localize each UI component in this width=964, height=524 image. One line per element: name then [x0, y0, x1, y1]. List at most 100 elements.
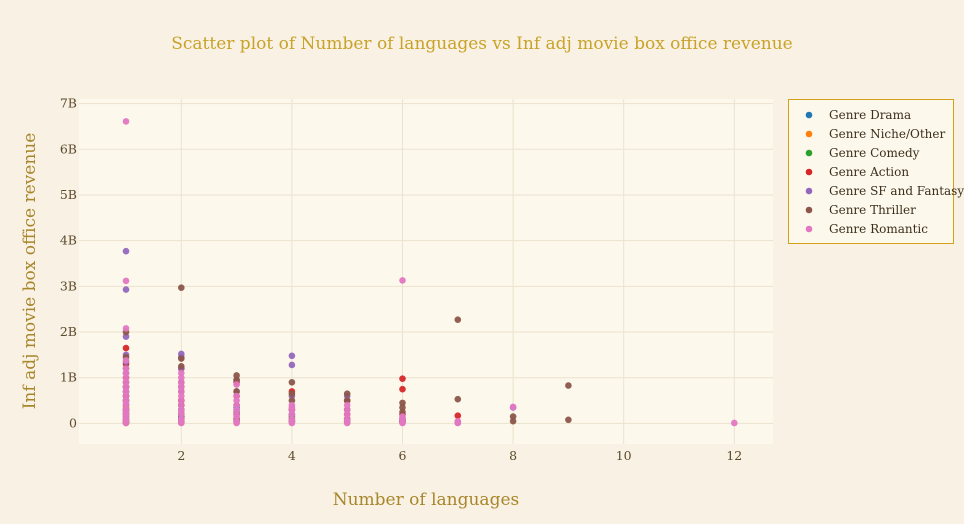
legend-item[interactable]: Genre Thriller	[805, 203, 916, 217]
data-point[interactable]	[122, 392, 130, 400]
y-axis-title: Inf adj movie box office revenue	[20, 133, 40, 410]
data-point[interactable]	[122, 383, 130, 391]
data-point[interactable]	[233, 401, 240, 409]
data-point[interactable]	[178, 397, 185, 404]
legend-item[interactable]: Genre Action	[805, 165, 910, 179]
data-point[interactable]	[288, 390, 296, 398]
legend-item[interactable]: Genre Drama	[805, 108, 911, 122]
data-point[interactable]	[288, 361, 296, 369]
data-point[interactable]	[454, 412, 462, 419]
data-point[interactable]	[122, 388, 130, 395]
data-point[interactable]	[178, 369, 185, 377]
x-tick-label: 10	[616, 448, 632, 463]
data-point[interactable]	[399, 399, 406, 407]
data-point[interactable]	[178, 392, 185, 400]
legend-marker	[805, 225, 813, 233]
y-axis-ticks: 0 1B 2B 3B 4B 5B 6B 7B	[60, 96, 77, 431]
data-point[interactable]	[233, 406, 240, 414]
y-tick-label: 4B	[60, 233, 77, 248]
legend-label: Genre Comedy	[829, 146, 920, 160]
data-point[interactable]	[454, 316, 462, 324]
x-tick-label: 8	[509, 448, 517, 463]
data-point[interactable]	[122, 419, 130, 427]
series-genre-romantic	[122, 118, 738, 427]
data-point[interactable]	[178, 383, 185, 391]
data-point[interactable]	[288, 410, 296, 418]
data-point[interactable]	[288, 379, 296, 386]
legend-item[interactable]: Genre Comedy	[805, 146, 920, 160]
data-point[interactable]	[233, 372, 240, 379]
data-point[interactable]	[288, 406, 296, 414]
data-point[interactable]	[288, 352, 296, 360]
data-point[interactable]	[122, 344, 130, 352]
data-point[interactable]	[399, 404, 406, 411]
y-tick-label: 7B	[60, 96, 77, 111]
data-point[interactable]	[730, 419, 738, 427]
data-point[interactable]	[509, 413, 517, 420]
x-tick-label: 2	[177, 448, 185, 463]
x-tick-label: 4	[288, 448, 296, 463]
data-point[interactable]	[454, 419, 462, 427]
data-point[interactable]	[233, 376, 240, 384]
y-tick-label: 5B	[60, 187, 77, 202]
data-point[interactable]	[399, 408, 406, 416]
data-point[interactable]	[233, 397, 240, 404]
data-point[interactable]	[178, 284, 185, 292]
data-point[interactable]	[565, 382, 572, 389]
data-point[interactable]	[399, 385, 406, 393]
data-point[interactable]	[288, 397, 296, 404]
data-point[interactable]	[343, 410, 351, 418]
data-point[interactable]	[454, 395, 462, 403]
data-point[interactable]	[178, 379, 185, 386]
data-point[interactable]	[343, 419, 351, 427]
data-point[interactable]	[122, 286, 130, 293]
legend-item[interactable]: Genre SF and Fantasy	[805, 184, 964, 198]
data-point[interactable]	[343, 401, 351, 409]
data-point[interactable]	[399, 375, 406, 382]
data-point[interactable]	[233, 413, 240, 420]
data-point[interactable]	[178, 374, 185, 382]
data-point[interactable]	[178, 388, 185, 395]
data-point[interactable]	[122, 325, 130, 332]
data-point[interactable]	[122, 379, 130, 386]
legend-box	[788, 99, 954, 244]
data-point[interactable]	[178, 419, 185, 427]
legend-item[interactable]: Genre Romantic	[805, 222, 929, 236]
data-point[interactable]	[122, 365, 130, 372]
legend-marker	[805, 111, 813, 119]
data-point[interactable]	[509, 403, 517, 411]
y-tick-label: 1B	[60, 370, 77, 385]
data-point[interactable]	[122, 277, 130, 285]
data-point[interactable]	[343, 397, 351, 404]
data-point[interactable]	[288, 419, 296, 427]
data-point[interactable]	[343, 406, 351, 414]
data-point[interactable]	[233, 392, 240, 400]
data-point[interactable]	[509, 417, 517, 425]
data-point[interactable]	[122, 118, 130, 125]
data-point[interactable]	[122, 401, 130, 409]
data-point[interactable]	[122, 333, 130, 340]
plot-area[interactable]	[79, 99, 773, 444]
data-point[interactable]	[122, 369, 130, 377]
data-point[interactable]	[233, 381, 240, 388]
data-point[interactable]	[565, 416, 572, 424]
x-axis-title: Number of languages	[333, 490, 520, 510]
legend-marker	[805, 187, 813, 195]
data-point[interactable]	[122, 357, 130, 364]
data-point[interactable]	[233, 388, 240, 395]
legend-label: Genre Niche/Other	[829, 127, 945, 141]
data-point[interactable]	[178, 401, 185, 409]
data-point[interactable]	[178, 363, 185, 370]
data-point[interactable]	[122, 374, 130, 382]
data-point[interactable]	[178, 410, 185, 418]
data-point[interactable]	[343, 390, 351, 398]
legend-item[interactable]: Genre Niche/Other	[805, 127, 946, 141]
data-point[interactable]	[122, 247, 130, 255]
data-point[interactable]	[399, 277, 406, 284]
data-point[interactable]	[178, 355, 185, 362]
data-point[interactable]	[399, 419, 406, 427]
data-point[interactable]	[233, 419, 240, 427]
x-tick-label: 6	[399, 448, 407, 463]
grid-lines	[79, 99, 773, 444]
